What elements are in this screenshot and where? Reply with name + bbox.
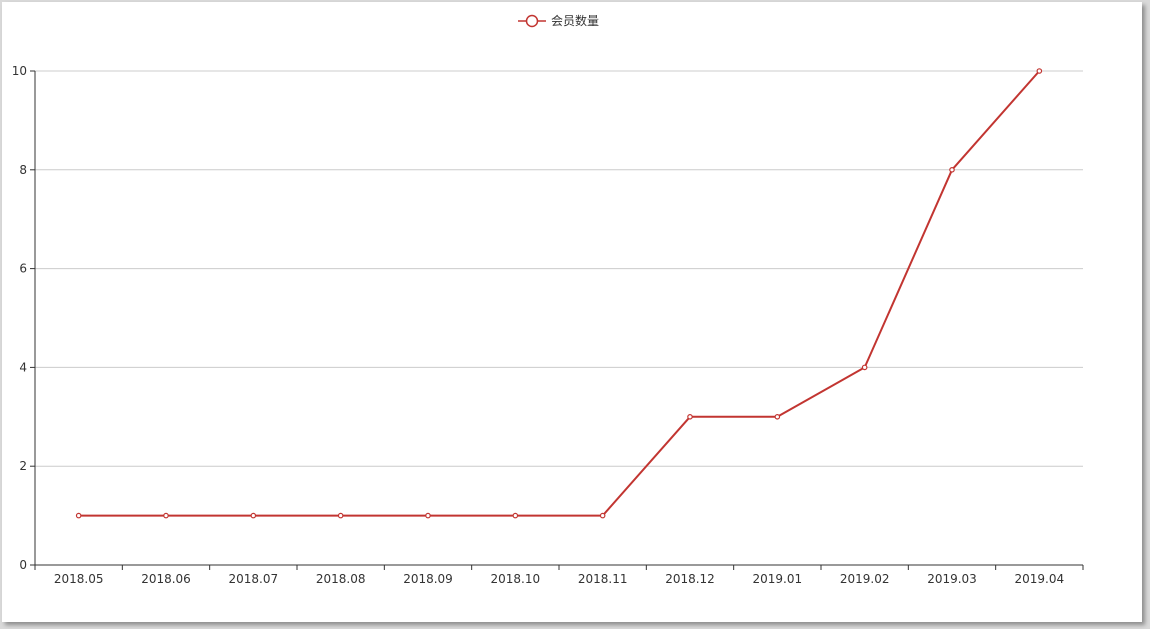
line-chart: 会员数量 0 2 4 6 8 10 2018.05 2018.06 2018.07 2018.08… xyxy=(12,13,1084,586)
data-point[interactable] xyxy=(250,512,257,519)
data-point[interactable] xyxy=(1036,68,1043,74)
x-tick-label: 2018.11 xyxy=(578,572,628,586)
y-tick-label: 2 xyxy=(19,459,27,473)
y-tick-label: 6 xyxy=(19,262,27,276)
legend-circle-icon xyxy=(525,14,539,28)
x-tick-label: 2018.06 xyxy=(141,572,191,586)
x-tick-label: 2018.07 xyxy=(229,572,279,586)
data-point[interactable] xyxy=(599,512,606,519)
x-tick-label: 2019.03 xyxy=(927,572,977,586)
data-point[interactable] xyxy=(949,167,955,173)
data-point[interactable] xyxy=(861,364,868,371)
x-tick-label: 2019.04 xyxy=(1015,572,1065,586)
legend[interactable]: 会员数量 xyxy=(518,13,599,28)
y-tick-label: 8 xyxy=(19,163,27,177)
data-point[interactable] xyxy=(75,512,82,519)
x-tick-label: 2018.10 xyxy=(491,572,541,586)
data-point[interactable] xyxy=(337,512,344,519)
x-tick-label: 2018.05 xyxy=(54,572,104,586)
chart-frame: 会员数量 0 2 4 6 8 10 2018.05 2018.06 2018.07 2018.08… xyxy=(2,2,1142,622)
axes: 0 2 4 6 8 10 2018.05 2018.06 2018.07 2018.08 2018.… xyxy=(12,64,1084,586)
series-line xyxy=(78,70,1041,517)
x-tick-label: 2019.01 xyxy=(753,572,803,586)
data-point[interactable] xyxy=(425,512,431,519)
data-point[interactable] xyxy=(687,413,693,420)
data-point[interactable] xyxy=(163,512,169,519)
data-point[interactable] xyxy=(774,413,781,420)
legend-label: 会员数量 xyxy=(551,13,599,28)
x-tick-label: 2019.02 xyxy=(840,572,890,586)
x-tick-label: 2018.12 xyxy=(665,572,715,586)
x-tick-label: 2018.09 xyxy=(403,572,453,586)
x-tick-label: 2018.08 xyxy=(316,572,366,586)
y-tick-label: 4 xyxy=(19,360,27,374)
grid-lines xyxy=(35,70,1083,467)
series-layer xyxy=(75,68,1043,519)
y-tick-label: 10 xyxy=(12,64,27,78)
data-point[interactable] xyxy=(512,512,519,519)
y-tick-label: 0 xyxy=(19,558,27,572)
